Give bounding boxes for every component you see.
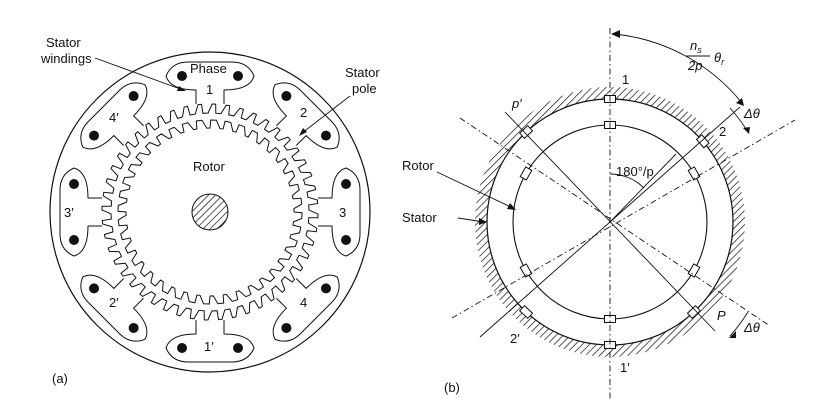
stator-windings-label-line1: Stator bbox=[46, 35, 81, 50]
tooth-label-1: 1 bbox=[622, 72, 629, 87]
angle-arc-top bbox=[613, 33, 743, 104]
pole-label-1-prime: 1′ bbox=[204, 339, 214, 354]
stator-label-b: Stator bbox=[402, 210, 437, 225]
winding-dot bbox=[320, 130, 331, 141]
stator-pole-shoe bbox=[59, 167, 102, 257]
stator-windings-arrowhead bbox=[177, 86, 186, 91]
pole-body bbox=[80, 274, 148, 342]
winding-dot bbox=[128, 322, 139, 333]
rotor-label-b: Rotor bbox=[402, 158, 434, 173]
winding-dot bbox=[69, 235, 79, 245]
rotor-leader bbox=[436, 171, 514, 209]
pole-body bbox=[80, 82, 148, 150]
winding-dot bbox=[69, 179, 79, 189]
delta-theta-arrow-bottom bbox=[729, 331, 736, 338]
pole-label-3-prime: 3′ bbox=[64, 205, 74, 220]
stator-pole-shoe bbox=[80, 82, 148, 150]
stator-tooth-marker bbox=[686, 304, 702, 320]
winding-dot bbox=[281, 91, 292, 102]
stator-tooth-marker bbox=[518, 124, 534, 140]
stator-poles bbox=[59, 61, 361, 363]
stator-pole-leader bbox=[301, 95, 351, 134]
pole-label-4: 4 bbox=[300, 295, 307, 310]
formula-theta: θr bbox=[714, 50, 725, 67]
label-delta-theta-bottom: Δθ bbox=[743, 320, 760, 335]
stator-pole-shoe bbox=[272, 82, 340, 150]
stator-pole-shoe bbox=[272, 274, 340, 342]
pole-label-2: 2 bbox=[300, 105, 307, 120]
angle-arc-top-arrow-right bbox=[736, 98, 744, 106]
rotor-leader-arrow bbox=[507, 203, 516, 210]
stator-windings-label-line2: windings bbox=[40, 51, 92, 66]
rotor-tooth-marker bbox=[519, 263, 533, 278]
winding-dot bbox=[341, 179, 351, 189]
stator-pole-shoe bbox=[318, 167, 361, 257]
stator-leader-arrow bbox=[479, 218, 487, 225]
winding-dot bbox=[233, 71, 243, 81]
pole-label-1: 1 bbox=[206, 82, 213, 97]
formula-denominator: 2p bbox=[687, 58, 702, 73]
stator-pole-shoe bbox=[165, 61, 255, 104]
panel-tag-a: (a) bbox=[52, 371, 68, 386]
stator-pole-label-line2: pole bbox=[352, 81, 377, 96]
stator-pole-arrowhead bbox=[299, 128, 307, 136]
rotor-tooth-marker bbox=[687, 166, 701, 181]
phase-label: Phase bbox=[190, 61, 227, 76]
figure-a: Stator windings Phase Stator pole Rotor … bbox=[40, 35, 380, 386]
pole-label-2-prime: 2′ bbox=[109, 295, 119, 310]
stator-pole-shoe bbox=[165, 320, 255, 363]
stator-teeth-ring bbox=[101, 103, 319, 321]
pole-label-3: 3 bbox=[339, 205, 346, 220]
rotor-label: Rotor bbox=[193, 159, 225, 174]
winding-dot bbox=[281, 322, 292, 333]
panel-tag-b: (b) bbox=[444, 380, 460, 395]
stator-pole-label-line1: Stator bbox=[345, 65, 380, 80]
dashed-diagonal-1 bbox=[459, 117, 771, 327]
rotor-teeth-ring bbox=[117, 119, 303, 305]
formula-numerator: ns bbox=[690, 38, 702, 55]
winding-dot bbox=[128, 91, 139, 102]
label-180-over-p: 180°/p bbox=[616, 164, 654, 179]
rotor-tooth-marker bbox=[519, 166, 533, 181]
shaft bbox=[191, 193, 229, 231]
pole-body bbox=[165, 61, 255, 104]
stator-outer-circle bbox=[49, 51, 371, 373]
winding-dot bbox=[320, 283, 331, 294]
winding-dot bbox=[233, 343, 243, 353]
delta-theta-arc-bottom bbox=[729, 311, 749, 337]
pole-body bbox=[318, 167, 361, 257]
winding-dot bbox=[89, 283, 100, 294]
winding-dot bbox=[177, 71, 187, 81]
tooth-label-P: P bbox=[717, 308, 726, 323]
angle-arc-180p bbox=[609, 173, 645, 189]
rotor-radius-line bbox=[609, 153, 677, 223]
tooth-label-2-prime: 2′ bbox=[510, 331, 520, 346]
winding-dot bbox=[89, 130, 100, 141]
tooth-label-2: 2 bbox=[719, 124, 726, 139]
winding-dot bbox=[177, 343, 187, 353]
dashed-diagonal-2 bbox=[451, 119, 796, 319]
winding-dot bbox=[341, 235, 351, 245]
tooth-label-p-prime: p′ bbox=[511, 96, 522, 111]
stator-tooth-marker bbox=[518, 304, 534, 320]
pole-label-4-prime: 4′ bbox=[109, 110, 119, 125]
stator-tooth-marker bbox=[695, 134, 710, 149]
pole-body bbox=[165, 320, 255, 363]
delta-theta-arrow-top bbox=[743, 127, 750, 134]
figure-b: ns 2p θr 180°/p Δθ Δθ 1 2 p′ P 2′ 1′ Rot… bbox=[402, 28, 796, 400]
stator-windings-leader bbox=[94, 57, 184, 91]
angle-arc-top-arrow-left bbox=[611, 30, 620, 38]
tooth-label-1-prime: 1′ bbox=[620, 360, 630, 375]
label-delta-theta-top: Δθ bbox=[743, 106, 760, 121]
pole-body bbox=[59, 167, 102, 257]
stator-pole-shoe bbox=[80, 274, 148, 342]
pole-body bbox=[272, 82, 340, 150]
rotor-tooth-marker bbox=[687, 263, 701, 278]
